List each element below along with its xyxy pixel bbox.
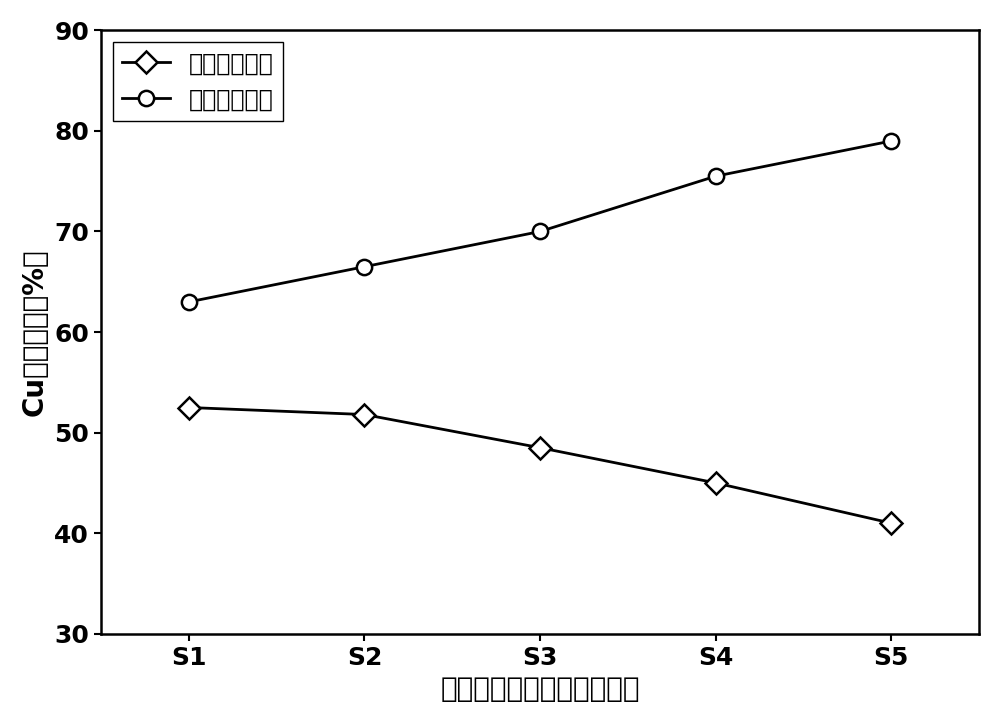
X-axis label: 土壤位置（从阳极到阴极）: 土壤位置（从阳极到阴极） [440,675,640,703]
强化电动修复 [710,172,722,180]
传统电动修复 [710,479,722,487]
Line: 强化电动修复: 强化电动修复 [181,133,899,310]
强化电动修复 [885,137,897,146]
Legend: 传统电动修复, 强化电动修复: 传统电动修复, 强化电动修复 [113,42,283,121]
强化电动修复 [358,262,370,271]
传统电动修复 [534,443,546,452]
传统电动修复 [183,403,195,412]
传统电动修复 [358,411,370,419]
强化电动修复 [534,227,546,236]
Y-axis label: Cu去除效率（%）: Cu去除效率（%） [21,248,49,416]
传统电动修复 [885,519,897,528]
强化电动修复 [183,298,195,306]
Line: 传统电动修复: 传统电动修复 [181,400,899,531]
